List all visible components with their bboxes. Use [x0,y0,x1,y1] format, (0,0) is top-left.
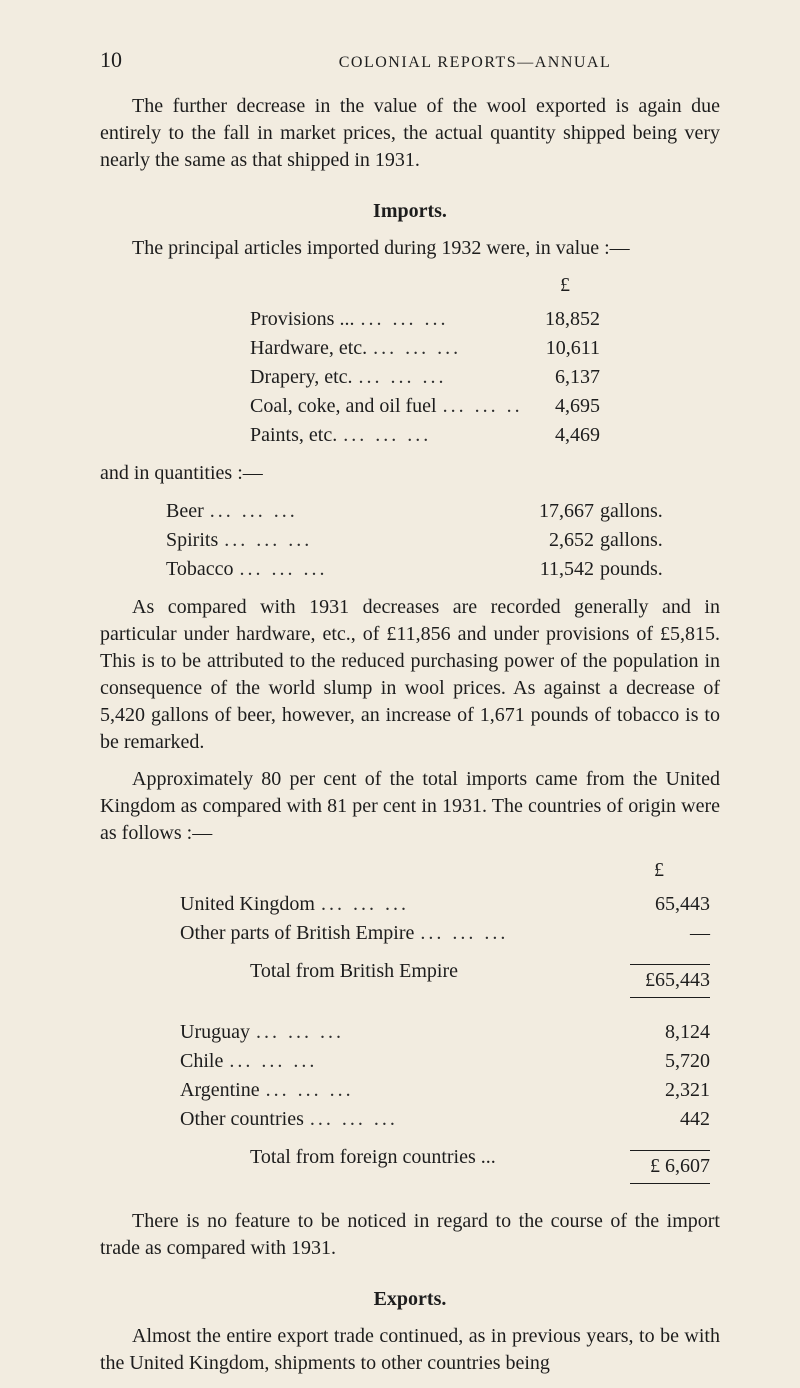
row-value: 17,667 [519,498,594,525]
leader-dots: ... ... ... [373,335,519,362]
row-value: 10,611 [525,335,600,362]
table-row: Spirits... ... ...2,652gallons. [166,526,672,555]
paragraph: Almost the entire export trade continued… [100,1323,720,1377]
leader-dots: ... ... ... [210,498,513,525]
section-heading-exports: Exports. [100,1286,720,1313]
paragraph: The further decrease in the value of the… [100,93,720,174]
row-label: Other parts of British Empire [180,920,414,947]
total-foreign-countries-row: Total from foreign countries ... £ 6,607 [100,1144,720,1190]
row-value: 8,124 [635,1019,710,1046]
row-value: 4,469 [525,422,600,449]
table-row: Argentine... ... ...2,321 [180,1076,710,1105]
leader-dots: ... ... ... [360,306,519,333]
total-label: Total from British Empire [250,958,458,1004]
imports-qty-table: Beer... ... ...17,667gallons.Spirits... … [100,497,720,584]
row-label: Tobacco [166,556,233,583]
leader-dots: ... ... ... [266,1077,629,1104]
table-row: Chile... ... ...5,720 [180,1047,710,1076]
table-row: Other parts of British Empire... ... ...… [180,919,710,948]
row-label: Coal, coke, and oil fuel [250,393,437,420]
paragraph: The principal articles imported during 1… [100,235,720,262]
paragraph: Approximately 80 per cent of the total i… [100,766,720,847]
table-row: Uruguay... ... ...8,124 [180,1018,710,1047]
currency-symbol: £ [100,272,720,299]
row-label: Beer [166,498,204,525]
origin-table-2: Uruguay... ... ...8,124Chile... ... ...5… [100,1018,720,1134]
row-value: 11,542 [519,556,594,583]
table-row: United Kingdom... ... ...65,443 [180,890,710,919]
row-unit: pounds. [594,556,672,583]
row-value: 2,652 [519,527,594,554]
imports-value-table: Provisions ...... ... ...18,852Hardware,… [100,305,720,450]
total-value: £ 6,607 [630,1144,710,1190]
total-british-empire-row: Total from British Empire £65,443 [100,958,720,1004]
table-row: Drapery, etc.... ... ...6,137 [250,363,600,392]
page: 10 COLONIAL REPORTS—ANNUAL The further d… [0,0,800,1388]
row-label: Other countries [180,1106,304,1133]
row-value: 65,443 [635,891,710,918]
row-label: Drapery, etc. [250,364,353,391]
leader-dots: ... ... ... [321,891,629,918]
paragraph: and in quantities :— [100,460,720,487]
row-value: 4,695 [525,393,600,420]
row-label: Hardware, etc. [250,335,367,362]
leader-dots: ... ... ... [443,393,519,420]
leader-dots: ... ... ... [239,556,513,583]
total-label: Total from foreign countries ... [250,1144,496,1190]
row-label: Argentine [180,1077,260,1104]
row-value: 442 [635,1106,710,1133]
leader-dots: ... ... ... [420,920,629,947]
section-heading-imports: Imports. [100,198,720,225]
row-unit: gallons. [594,498,672,525]
running-head: COLONIAL REPORTS—ANNUAL [230,52,720,74]
row-value: 5,720 [635,1048,710,1075]
page-header: 10 COLONIAL REPORTS—ANNUAL [100,45,720,75]
row-value: 18,852 [525,306,600,333]
row-label: Uruguay [180,1019,250,1046]
leader-dots: ... ... ... [310,1106,629,1133]
origin-table-1: United Kingdom... ... ...65,443Other par… [100,890,720,948]
paragraph: As compared with 1931 decreases are reco… [100,594,720,756]
currency-symbol: £ [100,857,720,884]
leader-dots: ... ... ... [224,527,513,554]
row-label: Paints, etc. [250,422,337,449]
page-number: 10 [100,45,230,75]
leader-dots: ... ... ... [359,364,519,391]
row-label: Chile [180,1048,223,1075]
leader-dots: ... ... ... [256,1019,629,1046]
table-row: Provisions ...... ... ...18,852 [250,305,600,334]
row-value: 2,321 [635,1077,710,1104]
table-row: Coal, coke, and oil fuel... ... ...4,695 [250,392,600,421]
row-label: Provisions ... [250,306,354,333]
row-value: 6,137 [525,364,600,391]
row-label: United Kingdom [180,891,315,918]
table-row: Paints, etc.... ... ...4,469 [250,421,600,450]
row-unit: gallons. [594,527,672,554]
table-row: Hardware, etc.... ... ...10,611 [250,334,600,363]
table-row: Beer... ... ...17,667gallons. [166,497,672,526]
table-row: Other countries... ... ...442 [180,1105,710,1134]
paragraph: There is no feature to be noticed in reg… [100,1208,720,1262]
table-row: Tobacco... ... ...11,542pounds. [166,555,672,584]
total-value: £65,443 [630,958,710,1004]
leader-dots: ... ... ... [229,1048,629,1075]
row-value: — [635,920,710,947]
row-label: Spirits [166,527,218,554]
leader-dots: ... ... ... [343,422,519,449]
